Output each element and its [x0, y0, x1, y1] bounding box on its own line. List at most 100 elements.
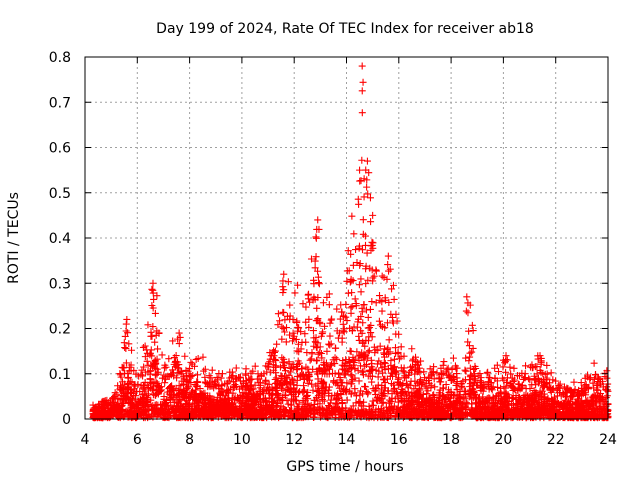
- data-point: [537, 392, 545, 400]
- data-point: [372, 266, 380, 274]
- data-point: [387, 411, 395, 419]
- data-point: [307, 255, 315, 263]
- data-point: [135, 407, 143, 415]
- data-point: [347, 309, 355, 317]
- data-point: [541, 382, 549, 390]
- data-point: [471, 376, 479, 384]
- data-point: [321, 322, 329, 330]
- data-point: [470, 365, 478, 373]
- data-point: [252, 407, 260, 415]
- data-point: [395, 355, 403, 363]
- data-point: [353, 259, 361, 267]
- data-point: [320, 397, 328, 405]
- data-point: [204, 412, 212, 420]
- y-tick-label: 0.1: [49, 367, 71, 383]
- data-point: [100, 401, 108, 409]
- data-point: [369, 385, 377, 393]
- data-point: [292, 387, 300, 395]
- data-point: [112, 407, 120, 415]
- data-point: [179, 373, 187, 381]
- data-point: [510, 364, 518, 372]
- data-point: [350, 323, 358, 331]
- data-point: [172, 405, 180, 413]
- y-tick-label: 0: [62, 412, 71, 428]
- data-point: [202, 397, 210, 405]
- data-point: [363, 176, 371, 184]
- data-point: [368, 298, 376, 306]
- data-point: [457, 379, 465, 387]
- data-point: [304, 291, 312, 299]
- data-point: [136, 388, 144, 396]
- data-point: [468, 348, 476, 356]
- data-point: [458, 383, 466, 391]
- data-point: [150, 378, 158, 386]
- data-point: [385, 267, 393, 275]
- data-point: [266, 349, 274, 357]
- axis-ticks: [84, 56, 609, 420]
- data-point: [465, 342, 473, 350]
- data-point: [350, 359, 358, 367]
- data-point: [492, 392, 500, 400]
- data-point: [419, 394, 427, 402]
- data-point: [319, 299, 327, 307]
- data-point: [121, 332, 129, 340]
- data-point: [463, 293, 471, 301]
- data-point: [464, 309, 472, 317]
- data-point: [542, 379, 550, 387]
- data-point: [439, 369, 447, 377]
- data-point: [112, 401, 120, 409]
- data-point: [529, 390, 537, 398]
- data-point: [348, 302, 356, 310]
- data-point: [387, 310, 395, 318]
- data-point: [222, 409, 230, 417]
- data-point: [363, 183, 371, 191]
- data-point: [323, 347, 331, 355]
- data-point: [246, 382, 254, 390]
- data-point: [224, 379, 232, 387]
- data-point: [603, 374, 611, 382]
- data-point: [343, 267, 351, 275]
- data-point: [314, 273, 322, 281]
- data-point: [436, 386, 444, 394]
- data-point: [510, 376, 518, 384]
- data-point: [336, 315, 344, 323]
- data-point: [390, 295, 398, 303]
- data-point: [331, 360, 339, 368]
- data-point: [366, 264, 374, 272]
- data-point: [443, 391, 451, 399]
- data-point: [356, 391, 364, 399]
- data-point: [380, 349, 388, 357]
- data-point: [160, 364, 168, 372]
- data-point: [314, 350, 322, 358]
- data-point: [357, 288, 365, 296]
- data-point: [261, 395, 269, 403]
- data-point: [231, 394, 239, 402]
- data-point: [453, 364, 461, 372]
- data-point: [120, 339, 128, 347]
- x-tick-label: 12: [285, 432, 303, 448]
- data-point: [124, 374, 132, 382]
- data-point: [338, 405, 346, 413]
- data-point: [274, 398, 282, 406]
- data-point: [314, 216, 322, 224]
- data-point: [319, 328, 327, 336]
- data-point: [244, 386, 252, 394]
- data-point: [383, 345, 391, 353]
- data-point: [355, 332, 363, 340]
- data-point: [170, 411, 178, 419]
- data-point: [439, 361, 447, 369]
- data-point: [119, 364, 127, 372]
- data-point: [375, 357, 383, 365]
- data-point: [189, 371, 197, 379]
- data-point: [305, 370, 313, 378]
- data-point: [333, 305, 341, 313]
- data-point: [318, 377, 326, 385]
- data-point: [425, 374, 433, 382]
- data-point: [445, 371, 453, 379]
- data-point: [168, 391, 176, 399]
- x-tick-label: 10: [233, 432, 251, 448]
- data-point: [372, 406, 380, 414]
- data-point: [464, 338, 472, 346]
- data-point: [468, 385, 476, 393]
- data-point: [148, 332, 156, 340]
